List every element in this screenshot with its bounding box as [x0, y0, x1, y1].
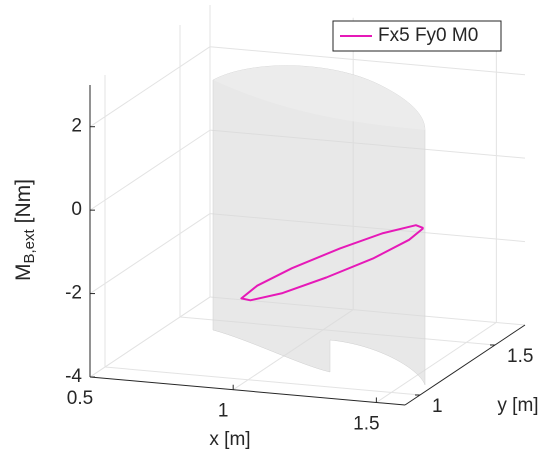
- z-tick-label: 2: [71, 116, 82, 137]
- z-label-unit: [Nm]: [12, 179, 35, 223]
- x-tick-label: 1: [218, 401, 229, 422]
- plot-layer: [240, 224, 425, 302]
- grid-line: [89, 213, 211, 294]
- y-axis: [404, 324, 526, 406]
- grid-line: [209, 46, 526, 76]
- x-tick-label: 0.5: [67, 388, 93, 409]
- grid-line: [104, 366, 421, 396]
- z-tick-label: 0: [71, 199, 82, 220]
- x-axis-label: x [m]: [209, 429, 250, 450]
- y-tick-label: 1.5: [507, 346, 533, 367]
- grid-line: [89, 129, 211, 211]
- z-label-sub: B,ext: [21, 228, 38, 263]
- x-axis: [89, 376, 406, 406]
- grid-line: [89, 46, 211, 128]
- z-axis-label: MB,ext [Nm]: [12, 179, 38, 281]
- y-tick-label: 1: [432, 396, 443, 417]
- legend-label: Fx5 Fy0 M0: [378, 25, 478, 46]
- grid-line: [376, 322, 497, 403]
- surface-top: [213, 65, 425, 130]
- z-label-main: M: [12, 264, 35, 282]
- series-line: [240, 224, 425, 302]
- x-tick-label: 1.5: [353, 413, 379, 434]
- y-axis-label: y [m]: [497, 395, 538, 416]
- z-tick-label: -2: [65, 283, 82, 304]
- grid-line: [89, 296, 211, 378]
- z-tick-label: -4: [65, 366, 82, 387]
